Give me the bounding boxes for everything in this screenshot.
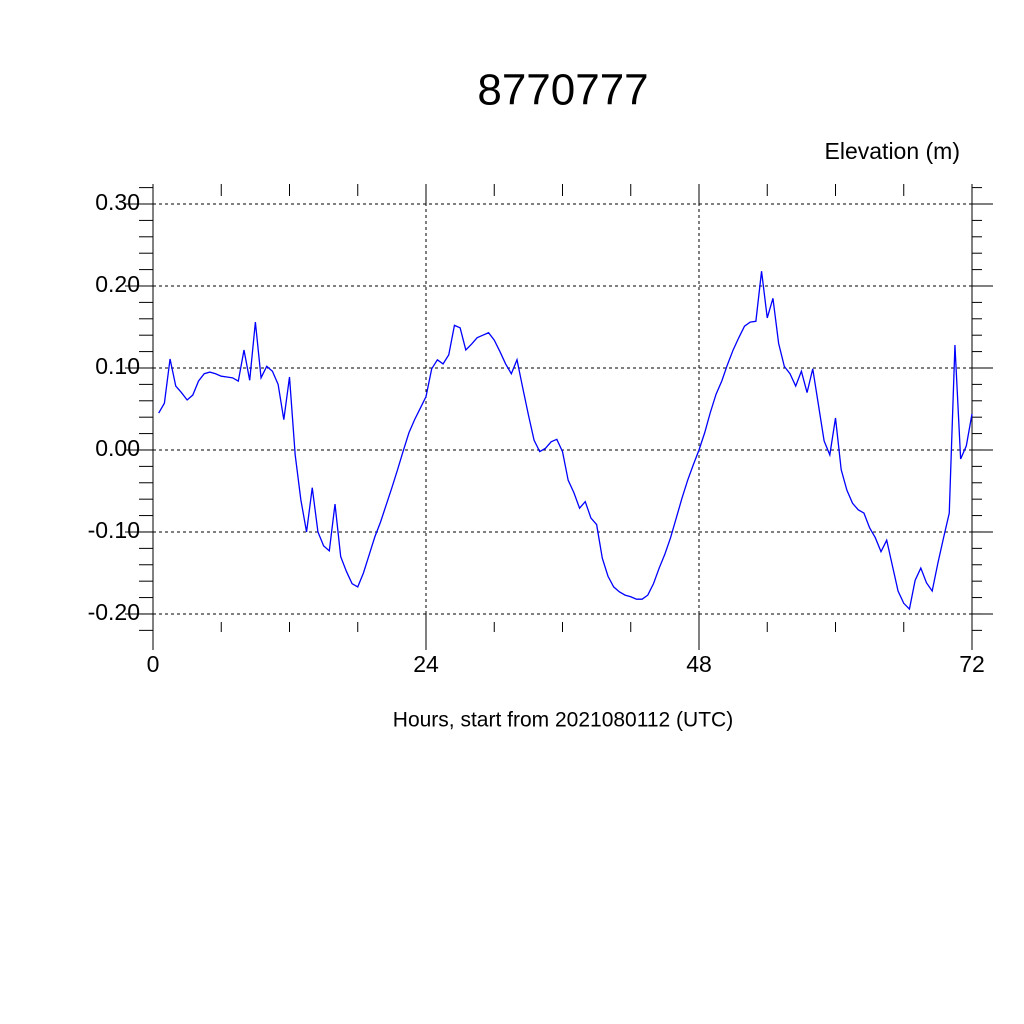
y-tick-label: -0.10 — [88, 517, 140, 543]
y-axis-label: Elevation (m) — [825, 138, 960, 164]
x-axis-label: Hours, start from 2021080112 (UTC) — [393, 709, 733, 732]
y-tick-label: 0.20 — [95, 271, 140, 297]
x-tick-label: 24 — [413, 651, 439, 677]
y-tick-label: 0.00 — [95, 435, 140, 461]
data-line — [158, 271, 973, 611]
x-tick-label: 48 — [686, 651, 712, 677]
x-tick-label: 0 — [147, 651, 160, 677]
y-tick-label: 0.30 — [95, 189, 140, 215]
x-tick-label: 72 — [959, 651, 985, 677]
y-tick-label: 0.10 — [95, 353, 140, 379]
chart-title: 8770777 — [477, 66, 648, 115]
y-tick-label: -0.20 — [88, 599, 140, 625]
